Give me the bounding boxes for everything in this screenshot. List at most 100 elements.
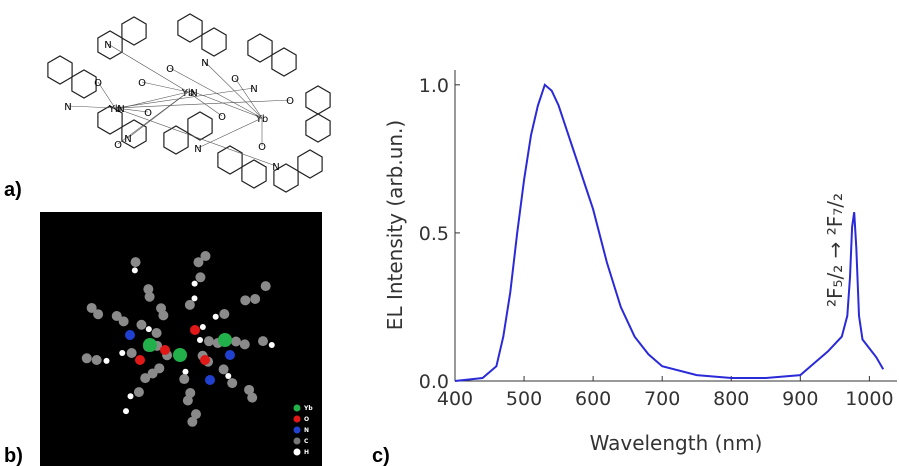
atom xyxy=(146,326,152,332)
atom xyxy=(112,311,122,321)
atom xyxy=(192,281,198,287)
legend-dot xyxy=(294,438,301,445)
ring xyxy=(242,160,266,188)
legend-label: C xyxy=(304,438,309,445)
ring xyxy=(306,114,330,142)
atom xyxy=(227,378,237,388)
bond xyxy=(108,44,188,92)
atom xyxy=(218,333,232,347)
x-tick-label: 1000 xyxy=(845,388,893,410)
x-tick-label: 900 xyxy=(782,388,818,410)
atom xyxy=(204,336,214,346)
atom-label: N xyxy=(190,88,197,99)
atom xyxy=(191,295,197,301)
atom xyxy=(128,393,134,399)
atom xyxy=(179,374,189,384)
legend-label: O xyxy=(304,416,309,423)
ring xyxy=(306,86,330,114)
atom xyxy=(187,417,197,427)
legend-dot xyxy=(294,449,301,456)
atom-label: O xyxy=(286,96,294,107)
atom xyxy=(219,309,229,319)
atom xyxy=(143,284,153,294)
atom-label: N xyxy=(64,102,71,113)
atom-label: N xyxy=(272,162,279,173)
y-axis-label: EL Intensity (arb.un.) xyxy=(383,120,407,330)
atom xyxy=(200,324,206,330)
atom xyxy=(182,369,188,375)
atom xyxy=(123,408,129,414)
atom xyxy=(240,295,250,305)
line-series xyxy=(455,85,883,381)
atom xyxy=(261,281,271,291)
ring xyxy=(178,14,202,42)
atom xyxy=(136,320,146,330)
atom-label: O xyxy=(138,78,146,89)
legend-dot xyxy=(294,405,301,412)
atom xyxy=(160,345,170,355)
ring xyxy=(202,28,226,56)
atom xyxy=(200,355,210,365)
x-tick-label: 600 xyxy=(575,388,611,410)
x-tick-label: 500 xyxy=(506,388,542,410)
atom xyxy=(173,348,187,362)
atom xyxy=(205,375,215,385)
atom-label: N xyxy=(201,58,208,69)
atom xyxy=(183,395,193,405)
atom-label: O xyxy=(94,78,102,89)
atom xyxy=(258,336,268,346)
bond xyxy=(235,78,262,118)
panel-label: b) xyxy=(4,445,23,466)
bond xyxy=(115,108,276,166)
ring xyxy=(272,48,296,76)
atom xyxy=(92,355,102,365)
atom-label: N xyxy=(104,40,111,51)
panel-label: c) xyxy=(372,445,390,466)
legend-dot xyxy=(294,427,301,434)
x-tick-label: 700 xyxy=(644,388,680,410)
atom xyxy=(269,342,275,348)
atom xyxy=(140,373,150,383)
atom xyxy=(225,350,235,360)
atom xyxy=(231,337,241,347)
atom-label: O xyxy=(114,140,122,151)
atom xyxy=(134,387,144,397)
atom xyxy=(219,364,229,374)
atom xyxy=(127,348,137,358)
atom xyxy=(125,330,135,340)
atom-label: O xyxy=(218,112,226,123)
atom xyxy=(156,303,166,313)
x-tick-label: 400 xyxy=(437,388,473,410)
annotation: ²F₅/₂ → ²F₇/₂ xyxy=(823,193,847,307)
atom xyxy=(250,294,260,304)
atom xyxy=(190,325,200,335)
atom xyxy=(185,300,195,310)
atom xyxy=(87,303,97,313)
ring xyxy=(72,70,96,98)
atom xyxy=(225,373,231,379)
atom xyxy=(119,350,125,356)
x-axis-label: Wavelength (nm) xyxy=(590,431,763,455)
legend-label: H xyxy=(304,449,309,456)
atom xyxy=(104,358,110,364)
atom xyxy=(213,314,219,320)
atom xyxy=(135,355,145,365)
y-tick-label: 0.5 xyxy=(419,223,449,245)
atom xyxy=(131,257,141,267)
y-tick-label: 1.0 xyxy=(419,75,449,97)
atom-label: N xyxy=(117,104,124,115)
ring xyxy=(248,34,272,62)
atom-label: O xyxy=(231,74,239,85)
atom-label: N xyxy=(250,84,257,95)
atom-label: Yb xyxy=(255,114,268,125)
bond xyxy=(198,118,262,148)
ring xyxy=(48,56,72,84)
legend-dot xyxy=(294,416,301,423)
atom-label: O xyxy=(144,108,152,119)
atom-label: O xyxy=(258,142,266,153)
atom xyxy=(240,339,250,349)
legend-label: N xyxy=(304,427,309,434)
atom-label: N xyxy=(194,144,201,155)
atom xyxy=(197,337,203,343)
atom xyxy=(200,251,210,261)
